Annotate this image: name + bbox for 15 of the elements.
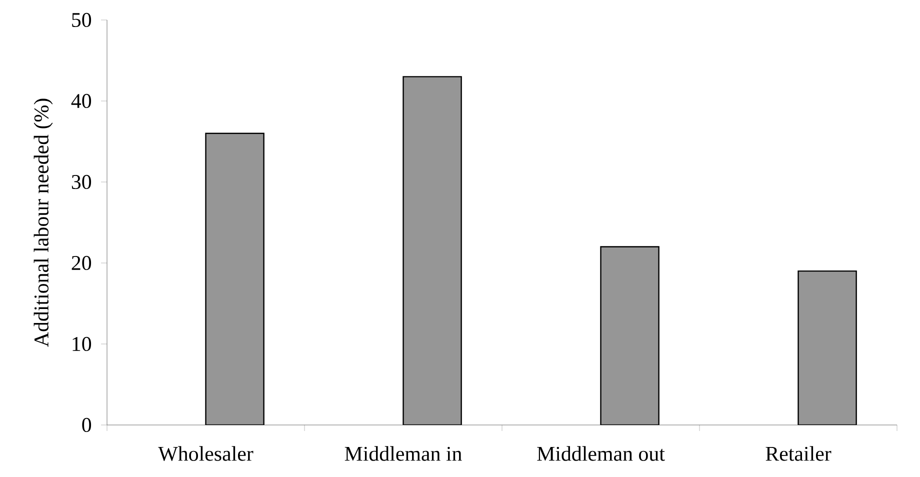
- bar: [798, 270, 857, 425]
- y-tick-label: 10: [72, 336, 92, 352]
- bar: [600, 246, 660, 425]
- x-tick-label: Middleman out: [537, 446, 665, 461]
- y-tick-label: 40: [71, 94, 92, 108]
- y-axis-title: Additional labour needed (%): [34, 98, 53, 347]
- bar: [402, 76, 462, 425]
- x-tick-label: Wholesaler: [158, 446, 254, 461]
- y-tick-label: 0: [82, 418, 92, 432]
- y-tick-label: 20: [72, 256, 92, 270]
- x-tick-label: Middleman in: [344, 446, 462, 461]
- y-tick-label: 30: [72, 174, 92, 190]
- bar: [205, 132, 264, 425]
- y-tick-label: 50: [72, 12, 92, 28]
- x-tick-label: Retailer: [766, 446, 832, 461]
